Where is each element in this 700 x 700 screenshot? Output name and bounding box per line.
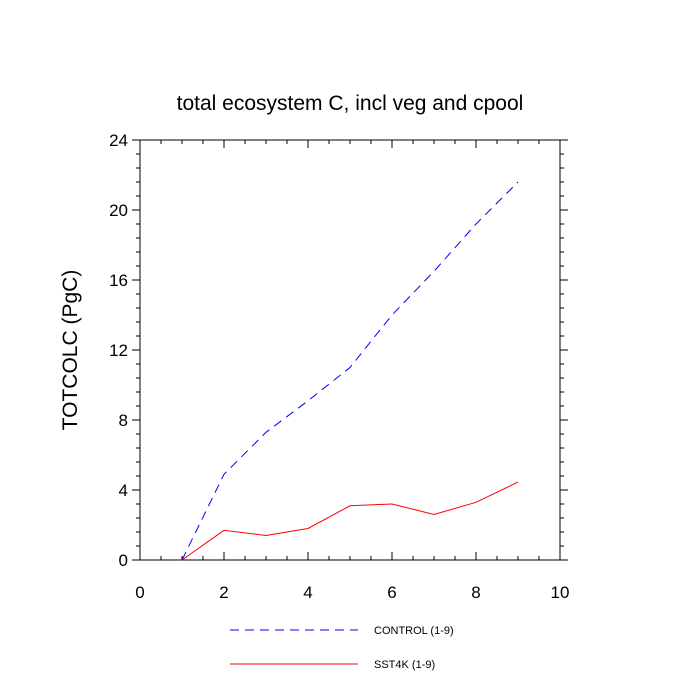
legend-label-2: SST4K (1-9) <box>374 659 435 671</box>
x-tick-label: 8 <box>471 583 480 602</box>
x-tick-label: 10 <box>551 583 570 602</box>
y-tick-label: 24 <box>109 131 128 150</box>
series-line-1 <box>181 181 519 561</box>
series-line-2 <box>181 481 519 561</box>
y-tick-label: 4 <box>119 481 128 500</box>
legend-label-1: CONTROL (1-9) <box>374 625 454 637</box>
y-tick-label: 20 <box>109 201 128 220</box>
y-tick-label: 8 <box>119 411 128 430</box>
x-tick-label: 2 <box>219 583 228 602</box>
y-tick-label: 0 <box>119 551 128 570</box>
legend: CONTROL (1-9) SST4K (1-9) <box>230 625 454 671</box>
x-tick-label: 0 <box>135 583 144 602</box>
y-tick-label: 12 <box>109 341 128 360</box>
y-tick-label: 16 <box>109 271 128 290</box>
data-series <box>181 181 519 561</box>
chart-title: total ecosystem C, incl veg and cpool <box>177 92 524 115</box>
axis-ticks <box>132 139 568 561</box>
x-tick-label: 6 <box>387 583 396 602</box>
x-tick-label: 4 <box>303 583 312 602</box>
y-axis-label: TOTCOLC (PgC) <box>59 270 82 431</box>
